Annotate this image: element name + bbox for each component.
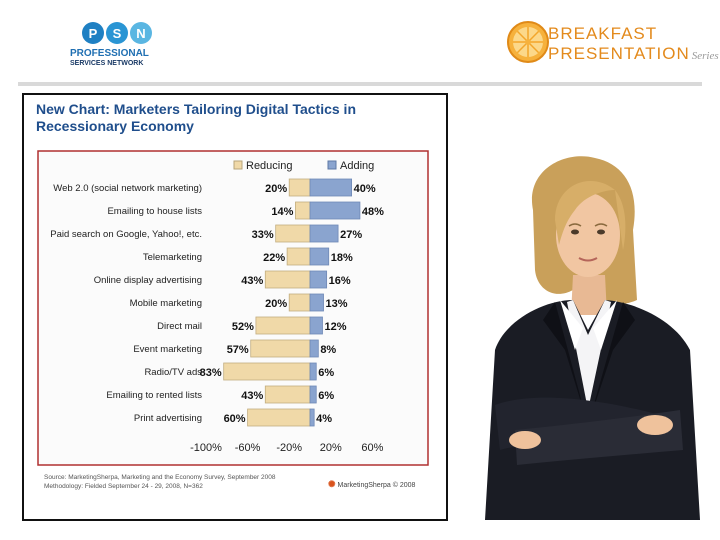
data-label-reducing: 43% (241, 390, 263, 402)
bp-line1: BREAKFAST (548, 24, 658, 43)
bar-adding (309, 362, 317, 381)
category-label: Mobile marketing (130, 298, 202, 309)
x-tick-label: 60% (361, 442, 383, 454)
data-label-adding: 8% (320, 344, 336, 356)
bp-line2: PRESENTATION Series (548, 44, 719, 64)
data-label-adding: 12% (324, 321, 346, 333)
source-note: Source: MarketingSherpa, Marketing and t… (44, 473, 324, 491)
bar-reducing (255, 316, 311, 335)
marketingsherpa-brand: ✺ MarketingSherpa © 2008 (328, 479, 415, 490)
source-line: Methodology: Fielded September 24 - 29, … (44, 483, 203, 490)
source-line: Source: MarketingSherpa, Marketing and t… (44, 474, 276, 481)
sherpa-flame-icon: ✺ (328, 479, 336, 489)
category-label: Print advertising (134, 413, 202, 424)
data-label-reducing: 52% (232, 321, 254, 333)
data-label-adding: 6% (318, 367, 334, 379)
data-label-reducing: 57% (227, 344, 249, 356)
psn-line2: SERVICES NETWORK (70, 60, 144, 67)
bar-adding (309, 339, 319, 358)
bar-reducing (250, 339, 311, 358)
category-label: Online display advertising (94, 275, 202, 286)
data-label-reducing: 14% (271, 206, 293, 218)
data-label-reducing: 22% (263, 252, 285, 264)
category-label: Emailing to house lists (107, 206, 202, 217)
bar-adding (309, 408, 315, 427)
bp-line2-text: PRESENTATION (548, 44, 690, 63)
bar-reducing (223, 362, 311, 381)
bar-adding (309, 247, 330, 266)
data-label-adding: 40% (354, 183, 376, 195)
category-label: Event marketing (133, 344, 202, 355)
legend-label-reducing: Reducing (246, 160, 292, 172)
plot-border (37, 150, 429, 466)
orange-slice-icon (507, 21, 549, 63)
category-label: Emailing to rented lists (106, 390, 202, 401)
bar-reducing (295, 201, 311, 220)
bar-reducing (288, 178, 311, 197)
psn-letter-p: P (82, 22, 104, 44)
data-label-adding: 18% (331, 252, 353, 264)
category-label: Direct mail (157, 321, 202, 332)
category-label: Paid search on Google, Yahoo!, etc. (50, 229, 202, 240)
chart-panel: New Chart: Marketers Tailoring Digital T… (22, 93, 448, 521)
psn-logo: P S N PROFESSIONAL SERVICES NETWORK (70, 22, 170, 72)
header-divider (18, 82, 702, 86)
bar-reducing (247, 408, 311, 427)
psn-letter-n: N (130, 22, 152, 44)
bar-adding (309, 293, 324, 312)
psn-letter-s: S (106, 22, 128, 44)
diverging-bar-chart: Reducing Adding Web 2.0 (social network ma… (37, 150, 429, 466)
brand-name: MarketingSherpa (337, 482, 391, 489)
data-label-reducing: 83% (200, 367, 222, 379)
x-tick-label: -60% (235, 442, 261, 454)
x-tick-label: -100% (190, 442, 222, 454)
data-label-adding: 6% (318, 390, 334, 402)
bar-reducing (286, 247, 311, 266)
bar-reducing (264, 270, 311, 289)
data-label-adding: 16% (329, 275, 351, 287)
data-label-reducing: 20% (265, 298, 287, 310)
legend-swatch-reducing (233, 160, 243, 170)
data-label-reducing: 20% (265, 183, 287, 195)
data-label-reducing: 33% (252, 229, 274, 241)
legend-swatch-adding (327, 160, 337, 170)
chart-title: New Chart: Marketers Tailoring Digital T… (36, 101, 356, 134)
businesswoman-photo (485, 156, 700, 520)
breakfast-presentation-logo: BREAKFAST PRESENTATION Series (506, 20, 719, 68)
data-label-reducing: 60% (224, 413, 246, 425)
bar-adding (309, 270, 328, 289)
bar-adding (309, 178, 352, 197)
data-label-adding: 4% (316, 413, 332, 425)
category-label: Telemarketing (143, 252, 202, 263)
data-label-reducing: 43% (241, 275, 263, 287)
bar-reducing (264, 385, 311, 404)
data-label-adding: 48% (362, 206, 384, 218)
bar-adding (309, 385, 317, 404)
x-tick-label: -20% (276, 442, 302, 454)
category-label: Radio/TV ads (144, 367, 202, 378)
bar-adding (309, 201, 361, 220)
x-tick-label: 20% (320, 442, 342, 454)
data-label-adding: 13% (326, 298, 348, 310)
bar-adding (309, 224, 339, 243)
psn-line1: PROFESSIONAL (70, 48, 149, 59)
bar-reducing (288, 293, 311, 312)
data-label-adding: 27% (340, 229, 362, 241)
legend-label-adding: Adding (340, 160, 374, 172)
bar-reducing (275, 224, 311, 243)
bar-adding (309, 316, 323, 335)
category-label: Web 2.0 (social network marketing) (53, 183, 202, 194)
brand-year: © 2008 (392, 482, 416, 489)
bp-series: Series (691, 50, 719, 62)
